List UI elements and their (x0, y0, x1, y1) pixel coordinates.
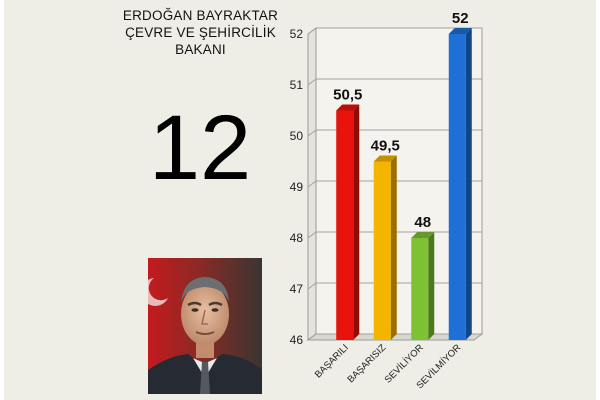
minister-portrait-photo (148, 258, 262, 394)
gridline-side (307, 78, 317, 86)
bar-top (411, 232, 435, 238)
x-tick-label: BAŞARISIZ (346, 342, 389, 385)
bar (373, 161, 391, 340)
data-label: 50,5 (333, 87, 362, 104)
bar-top (373, 155, 397, 162)
bar (411, 238, 429, 340)
gridline-side (307, 180, 317, 188)
bar (448, 34, 466, 340)
y-tick-label: 50 (290, 129, 304, 143)
gridline-side (307, 231, 317, 239)
y-tick-label: 46 (290, 333, 304, 347)
gridline-side (307, 27, 317, 35)
y-tick-label: 52 (290, 27, 304, 41)
y-tick-label: 51 (290, 78, 304, 92)
gridline-side (307, 129, 317, 137)
x-tick-label: BAŞARILI (313, 342, 351, 380)
gridline-side (307, 282, 317, 290)
data-label: 49,5 (371, 138, 400, 155)
y-tick-label: 49 (290, 180, 304, 194)
bar-top (448, 28, 472, 34)
data-label: 48 (414, 214, 431, 231)
title-line-1: ERDOĞAN BAYRAKTAR (122, 8, 279, 23)
rank-number: 12 (148, 97, 252, 199)
bar (336, 110, 354, 340)
right-border (596, 0, 600, 400)
title-line-2: ÇEVRE VE ŞEHİRCİLİK (125, 25, 276, 40)
bar-side (428, 232, 435, 340)
gridline-side (307, 333, 317, 341)
bar-side (390, 155, 397, 340)
y-tick-label: 48 (290, 231, 304, 245)
data-label: 52 (452, 10, 469, 27)
bar-side (465, 28, 472, 340)
title-line-3: BAKANI (175, 42, 226, 57)
bar-side (353, 104, 360, 340)
minister-name-title: ERDOĞAN BAYRAKTAR ÇEVRE VE ŞEHİRCİLİK BA… (103, 7, 298, 58)
left-border (0, 0, 4, 400)
y-tick-label: 47 (290, 282, 304, 296)
bar-top (336, 104, 360, 111)
